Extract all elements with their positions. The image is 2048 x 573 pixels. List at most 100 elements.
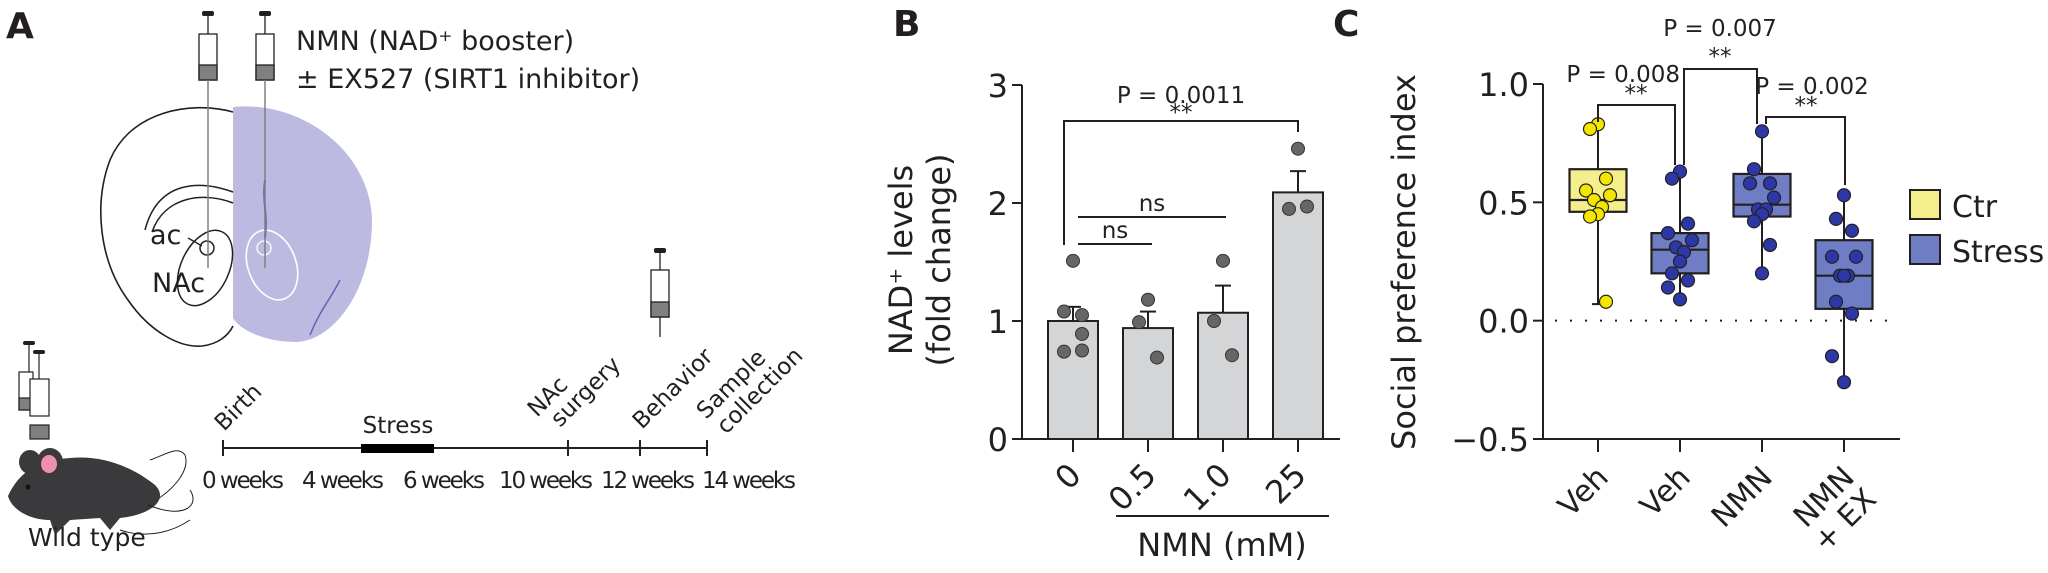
c-p-value-label: P = 0.002 xyxy=(1755,74,1869,100)
c-y-tick-label: 1.0 xyxy=(1478,66,1529,104)
c-y-tick-label: 0.0 xyxy=(1478,303,1529,341)
syringe-icon xyxy=(650,248,670,337)
b-p-value-label: P = 0.0011 xyxy=(1117,83,1245,109)
c-significance-bracket xyxy=(1597,104,1676,165)
b-data-point xyxy=(1216,253,1230,268)
c-significance-stars: ** xyxy=(1625,81,1648,107)
c-data-point xyxy=(1578,183,1594,198)
brain-outline-icon xyxy=(100,106,234,347)
c-x-tick-label: NMN xyxy=(1705,460,1780,535)
c-data-point xyxy=(1836,375,1852,390)
b-ns-label: ns xyxy=(1139,191,1166,217)
timeline: Birth Stress NAc surgery Behavior Sample… xyxy=(202,343,808,494)
nac-marker-stained xyxy=(245,229,299,301)
c-data-point xyxy=(1664,171,1680,186)
b-data-point xyxy=(1150,350,1164,365)
c-data-point xyxy=(1762,176,1778,191)
c-data-point xyxy=(1848,249,1864,264)
c-data-point xyxy=(1680,216,1696,231)
b-y-tick-label: 3 xyxy=(988,67,1008,105)
b-y-tick-label: 1 xyxy=(988,303,1008,341)
treatment-label-ex527: ± EX527 (SIRT1 inhibitor) xyxy=(296,64,640,95)
b-bar xyxy=(1122,327,1174,440)
b-data-point xyxy=(1057,304,1071,319)
timeline-week-12: 12 weeks xyxy=(601,468,695,494)
b-y-tick-label: 0 xyxy=(988,421,1008,459)
c-data-point xyxy=(1746,214,1762,229)
b-bar xyxy=(1272,191,1324,440)
c-data-point xyxy=(1598,171,1614,186)
panel-label-b: B xyxy=(893,4,920,45)
c-legend-swatch-stress xyxy=(1909,234,1941,265)
b-ns-label: ns xyxy=(1102,218,1129,244)
c-data-point xyxy=(1660,280,1676,295)
b-data-point xyxy=(1075,326,1089,341)
c-legend-swatch-ctr xyxy=(1909,189,1941,220)
panel-label-c: C xyxy=(1333,4,1359,45)
b-y-axis-label-line2: (fold change) xyxy=(920,154,958,367)
panel-label-a: A xyxy=(6,6,34,47)
c-data-point xyxy=(1582,121,1598,137)
c-data-point xyxy=(1844,223,1860,238)
timeline-week-10: 10 weeks xyxy=(499,468,593,494)
stress-period-bar xyxy=(361,444,434,453)
c-p-value-label: P = 0.008 xyxy=(1566,62,1680,88)
timeline-event-birth: Birth xyxy=(210,379,267,436)
c-significance-stars: ** xyxy=(1795,93,1818,119)
nissl-stained-hemisphere xyxy=(233,106,372,342)
b-x-tick-label: 0 xyxy=(1047,456,1088,497)
b-data-point xyxy=(1291,141,1305,156)
corpus-callosum-outline xyxy=(144,184,234,233)
c-data-point xyxy=(1684,233,1700,248)
c-data-point xyxy=(1844,306,1860,321)
b-x-tick-label: 0.5 xyxy=(1101,456,1164,519)
c-data-point xyxy=(1836,188,1852,203)
panel-a: ac NAc NMN (NAD⁺ booster) ± EX527 (SIRT1… xyxy=(8,11,808,552)
c-data-point xyxy=(1754,124,1770,139)
c-data-point xyxy=(1660,226,1676,241)
c-data-point xyxy=(1582,209,1598,224)
c-x-tick-label: Veh xyxy=(1552,460,1616,524)
c-data-point xyxy=(1824,249,1840,264)
c-data-point xyxy=(1836,268,1852,283)
c-data-point xyxy=(1766,190,1782,205)
b-x-tick-label: 25 xyxy=(1258,456,1314,512)
c-significance-bracket xyxy=(1683,68,1758,165)
b-y-axis-label-line1: NAD⁺ levels xyxy=(882,165,920,355)
c-significance-stars: ** xyxy=(1709,44,1732,70)
region-label-ac: ac xyxy=(150,220,181,251)
c-legend-label-stress: Stress xyxy=(1952,235,2044,270)
b-bar xyxy=(1047,320,1099,440)
c-data-point xyxy=(1680,273,1696,288)
region-label-nac: NAc xyxy=(152,268,205,299)
c-data-point xyxy=(1598,294,1614,309)
b-x-axis-label: NMN (mM) xyxy=(1137,526,1306,564)
ac-outline xyxy=(199,240,215,256)
c-y-tick-label: 0.5 xyxy=(1478,184,1529,222)
panel-c-box-plot: Social preference index −0.5 0.0 0.5 1.0 Veh… xyxy=(1385,16,2044,559)
b-data-point xyxy=(1066,253,1080,268)
c-y-axis-label: Social preference index xyxy=(1385,74,1423,450)
c-data-point xyxy=(1602,188,1618,203)
c-data-point xyxy=(1754,266,1770,281)
c-data-point xyxy=(1828,294,1844,309)
timeline-week-0: 0 weeks xyxy=(202,468,284,494)
b-data-point xyxy=(1075,308,1089,323)
b-data-point xyxy=(1141,292,1155,307)
mouse-icon xyxy=(8,341,194,535)
b-x-tick-label: 1.0 xyxy=(1176,456,1239,519)
c-significance-bracket xyxy=(1765,116,1846,185)
c-data-point xyxy=(1664,266,1680,281)
b-data-point xyxy=(1300,199,1314,214)
c-data-point xyxy=(1762,237,1778,253)
b-data-point xyxy=(1075,343,1089,358)
timeline-week-14: 14 weeks xyxy=(702,468,796,494)
b-data-point xyxy=(1132,315,1146,330)
syringe-icon xyxy=(255,11,275,268)
b-data-point xyxy=(1225,348,1239,363)
c-p-value-label: P = 0.007 xyxy=(1663,16,1777,42)
c-data-point xyxy=(1742,176,1758,191)
b-data-point xyxy=(1282,201,1296,216)
b-bar xyxy=(1197,311,1249,440)
